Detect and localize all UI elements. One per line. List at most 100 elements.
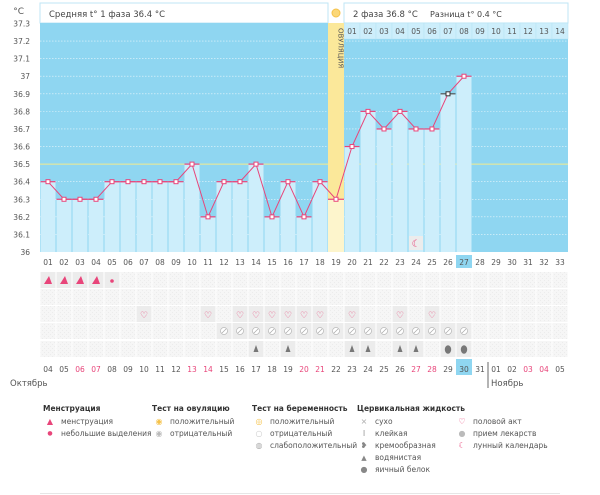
watery-icon (413, 345, 419, 352)
calendar-date: 04 (539, 365, 549, 374)
cycle-day-label: 25 (427, 258, 437, 267)
event-cell (120, 306, 136, 322)
event-cell (200, 272, 216, 288)
event-cell (88, 306, 104, 322)
pill-icon-line (301, 328, 307, 334)
calendar-date: 17 (251, 365, 261, 374)
temperature-bar (248, 164, 264, 252)
event-cell (200, 323, 216, 339)
event-cell (440, 306, 456, 322)
event-cell (152, 272, 168, 288)
event-cell (168, 306, 184, 322)
pill-icon-line (445, 328, 451, 334)
today-highlight (456, 359, 472, 375)
temperature-bar (104, 181, 120, 252)
pill-icon-line (381, 328, 387, 334)
legend-label: отрицательный (270, 429, 333, 438)
calendar-date: 28 (427, 365, 437, 374)
data-point (109, 179, 115, 185)
unit-label: °C (13, 7, 24, 17)
event-cell-filled (392, 306, 408, 322)
calendar-date: 11 (155, 365, 165, 374)
event-cell (440, 272, 456, 288)
data-point (397, 108, 403, 114)
data-point (365, 108, 371, 114)
calendar-date: 27 (411, 365, 421, 374)
moon-icon: ☾ (412, 239, 421, 250)
cycle-day-label: 07 (139, 258, 149, 267)
event-cell (200, 289, 216, 305)
watery-icon (253, 345, 259, 352)
event-cell-filled (200, 306, 216, 322)
cycle-day-label: 24 (411, 258, 421, 267)
temperature-bar (392, 111, 408, 252)
event-cell (376, 341, 392, 357)
legend-label: небольшие выделения (61, 429, 152, 438)
event-cell (136, 341, 152, 357)
ovulation-negative-icon: ◉ (155, 429, 163, 438)
cycle-day-label: 02 (59, 258, 69, 267)
sticky-icon: I (362, 429, 366, 438)
phase2-day-label: 06 (427, 27, 437, 36)
event-cell (136, 289, 152, 305)
event-cell (488, 306, 504, 322)
heart-icon: ♡ (236, 311, 244, 321)
event-cell (472, 272, 488, 288)
phase2-day-label: 04 (395, 27, 405, 36)
cycle-day-label: 19 (331, 258, 341, 267)
event-cell (232, 289, 248, 305)
divider (40, 493, 560, 494)
data-point (157, 179, 163, 185)
event-cell (456, 289, 472, 305)
event-cell (72, 323, 88, 339)
legend-label: яичный белок (375, 465, 431, 474)
event-cell (152, 341, 168, 357)
watery-icon (365, 345, 371, 352)
temperature-bar (408, 128, 424, 252)
pregnancy-negative-icon: ○ (255, 429, 263, 438)
event-cell (328, 306, 344, 322)
event-cell (328, 341, 344, 357)
pill-icon-line (461, 328, 467, 334)
event-cell-filled (296, 306, 312, 322)
event-cell (56, 306, 72, 322)
event-cell (472, 341, 488, 357)
event-cell (264, 341, 280, 357)
heart-icon: ♡ (428, 311, 436, 321)
legend-title: Тест на беременность (252, 404, 348, 413)
event-cell (120, 272, 136, 288)
phase2-day-label: 11 (507, 27, 517, 36)
data-point (61, 196, 67, 202)
calendar-date: 30 (459, 365, 469, 374)
event-cell (184, 323, 200, 339)
calendar-date: 07 (91, 365, 101, 374)
event-cell (392, 272, 408, 288)
event-cell (536, 272, 552, 288)
menstruation-icon (92, 276, 100, 284)
event-cell (104, 341, 120, 357)
cycle-day-label: 27 (459, 258, 469, 267)
cycle-day-label: 23 (395, 258, 405, 267)
event-cell (472, 289, 488, 305)
legend-other: ♡ половой акт ● прием лекарств ☾ лунный кал… (455, 416, 547, 452)
calendar-date: 25 (379, 365, 389, 374)
phase2-average: 2 фаза 36.8 °C (353, 10, 418, 20)
event-cell (168, 289, 184, 305)
event-cell (136, 272, 152, 288)
ovulation-positive-icon: ◉ (155, 417, 163, 426)
event-cell (88, 341, 104, 357)
temperature-bar (40, 181, 56, 252)
cycle-day-label: 26 (443, 258, 453, 267)
legend-label: водянистая (375, 453, 422, 462)
y-tick-label: 36.6 (13, 143, 30, 152)
legend-title: Цервикальная жидкость (357, 404, 466, 413)
y-tick-label: 36.1 (13, 230, 30, 239)
temperature-bar (152, 181, 168, 252)
y-tick-label: 37.1 (13, 55, 30, 64)
calendar-date: 06 (75, 365, 85, 374)
calendar-date: 16 (235, 365, 245, 374)
watery-icon (349, 345, 355, 352)
phase2-day-label: 05 (411, 27, 421, 36)
event-cell-filled (232, 306, 248, 322)
data-point (429, 126, 435, 132)
